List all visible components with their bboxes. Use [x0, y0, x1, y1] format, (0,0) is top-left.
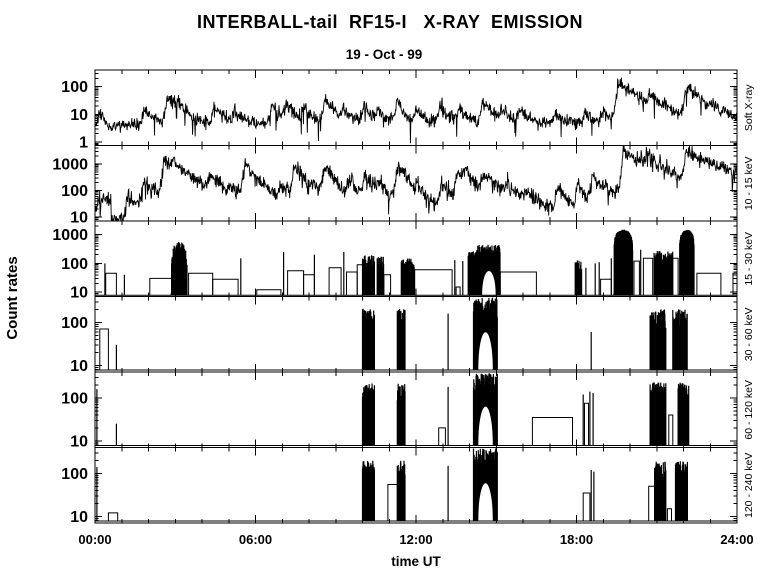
step-level	[356, 264, 363, 296]
step-level	[531, 417, 573, 446]
step-level	[666, 508, 672, 521]
burst-cluster	[376, 256, 385, 296]
burst-cluster	[467, 250, 479, 296]
trace	[95, 77, 737, 144]
y-tick-label: 100	[61, 315, 88, 332]
burst-cluster	[400, 258, 415, 296]
burst-cluster	[396, 460, 406, 521]
y-tick-label: 100	[61, 79, 88, 96]
burst-cluster	[361, 255, 375, 296]
step-level	[668, 414, 674, 446]
tick-marks	[94, 70, 738, 146]
burst-core	[477, 482, 494, 522]
step-level	[584, 402, 589, 446]
burst-cluster	[653, 251, 674, 296]
panel-15---30-kev: 1000 100 10 15 - 30 keV	[52, 220, 755, 302]
tick-marks	[94, 372, 738, 448]
y-tick-label: 10	[70, 433, 88, 450]
panel-60---120-kev: 100 10 60 - 120 keV	[61, 371, 755, 450]
y-tick-label: 10	[70, 358, 88, 375]
y-tick-label: 10	[70, 285, 88, 302]
step-level	[582, 492, 591, 521]
tick-marks	[94, 145, 738, 221]
y-tick-label: 1000	[52, 227, 88, 244]
burst-core	[477, 405, 494, 446]
burst-cluster	[361, 460, 375, 521]
y-tick-label: 100	[61, 256, 88, 273]
step-level	[256, 289, 282, 296]
y-tick-label: 10	[70, 107, 88, 124]
x-tick-label: 18:00	[560, 532, 593, 547]
y-tick-label: 10	[70, 209, 88, 226]
step-level	[105, 272, 117, 296]
panel-energy-label: 15 - 30 keV	[743, 232, 755, 286]
panel-energy-label: 10 - 15 keV	[743, 156, 755, 210]
panel-10---15-kev: 1000 100 10 10 - 15 keV	[52, 145, 755, 226]
step-level	[455, 286, 461, 296]
x-tick-label: 00:00	[78, 532, 111, 547]
panel-energy-label: 120 - 240 keV	[743, 453, 755, 518]
tick-marks	[94, 296, 738, 372]
y-axis-label: Count rates	[4, 256, 21, 339]
burst-cluster	[361, 383, 375, 446]
burst-cluster	[613, 229, 634, 296]
chart-date: 19 - Oct - 99	[346, 47, 423, 62]
step-level	[648, 485, 656, 521]
step-level	[414, 269, 453, 296]
step-level	[499, 271, 537, 296]
panel-energy-label: Soft X-ray	[743, 84, 755, 131]
burst-cluster	[649, 382, 667, 446]
step-level	[149, 277, 176, 296]
panel-energy-label: 30 - 60 keV	[743, 307, 755, 361]
burst-cluster	[361, 308, 375, 370]
panel-axes	[94, 447, 738, 524]
burst-cluster	[170, 242, 188, 296]
x-tick-label: 24:00	[720, 532, 753, 547]
burst-cluster	[678, 229, 695, 296]
trace-group	[95, 373, 737, 446]
y-tick-label: 1000	[52, 157, 88, 174]
panel-120---240-kev: 100 10 120 - 240 keV	[61, 447, 755, 526]
step-level	[642, 257, 654, 296]
x-tick-label: 06:00	[239, 532, 272, 547]
step-level	[672, 257, 679, 296]
step-level	[383, 274, 392, 296]
step-level	[107, 512, 119, 521]
y-tick-label: 1	[79, 135, 88, 152]
step-level	[633, 260, 640, 296]
tick-marks	[94, 221, 738, 297]
burst-cluster	[677, 382, 690, 446]
step-level	[387, 484, 398, 521]
burst-core	[477, 331, 494, 371]
burst-cluster	[674, 461, 688, 521]
step-level	[438, 427, 446, 446]
x-tick-labels: 00:00 06:00 12:00 18:00 24:00	[78, 532, 753, 547]
y-tick-label: 100	[61, 183, 88, 200]
y-tick-label: 100	[61, 466, 88, 483]
step-level	[212, 278, 239, 296]
y-tick-label: 100	[61, 390, 88, 407]
tick-marks	[94, 447, 738, 523]
y-tick-label: 10	[70, 509, 88, 526]
step-level	[696, 272, 722, 296]
burst-cluster	[574, 260, 583, 296]
x-axis-label: time UT	[391, 554, 441, 569]
trace	[95, 145, 737, 221]
page-title: INTERBALL-tail RF15-I X-RAY EMISSION	[197, 12, 583, 32]
burst-cluster	[649, 309, 667, 370]
step-level	[732, 272, 737, 296]
x-tick-label: 12:00	[399, 532, 432, 547]
burst-cluster	[396, 309, 406, 370]
step-level	[99, 328, 109, 370]
trace-group	[95, 77, 737, 144]
burst-cluster	[672, 309, 688, 370]
trace-group	[95, 145, 737, 221]
burst-cluster	[396, 383, 406, 446]
step-level	[328, 267, 342, 296]
panel-energy-label: 60 - 120 keV	[743, 380, 755, 440]
